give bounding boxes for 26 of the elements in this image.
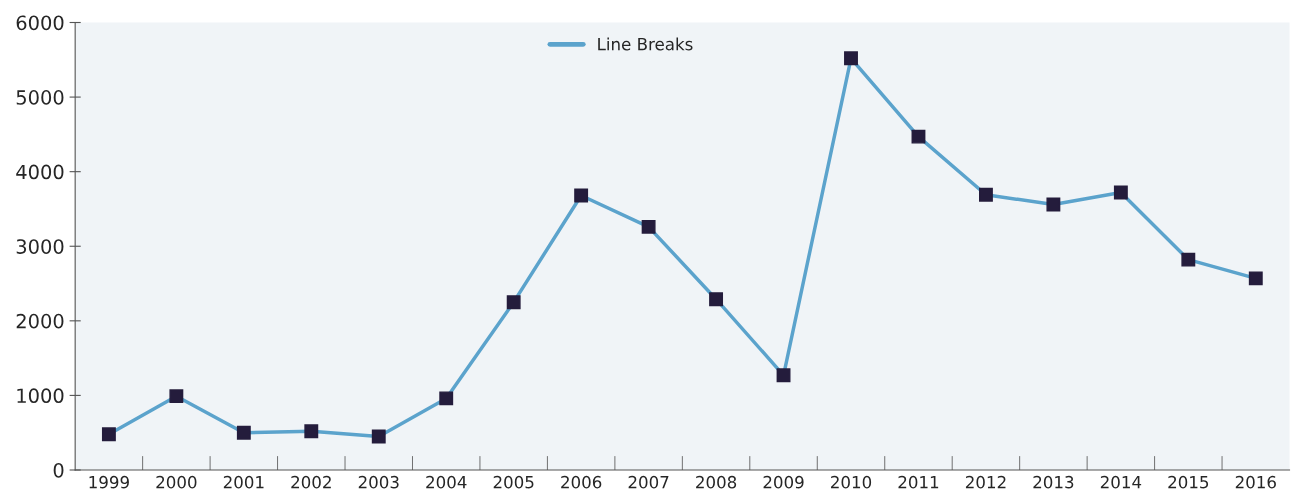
x-tick-label: 2006 xyxy=(561,475,602,489)
x-tick-label: 2008 xyxy=(696,475,737,489)
y-tick-label: 2000 xyxy=(16,313,64,329)
y-tick-label: 0 xyxy=(53,462,64,478)
x-tick-label: 2001 xyxy=(223,475,264,489)
y-tick-label: 5000 xyxy=(16,90,64,105)
x-tick-label: 2003 xyxy=(358,475,399,489)
x-tick-label: 2011 xyxy=(898,475,939,489)
x-tick-label: 2007 xyxy=(628,475,669,489)
y-tick-label: 4000 xyxy=(16,164,64,180)
x-tick-label: 2002 xyxy=(291,475,331,489)
x-tick-label: 2012 xyxy=(965,475,1006,489)
x-tick-label: 2000 xyxy=(156,475,197,489)
y-tick-label: 6000 xyxy=(16,15,64,31)
y-tick-label: 3000 xyxy=(16,239,64,254)
x-tick-label: 2009 xyxy=(763,475,804,489)
x-tick-label: 2005 xyxy=(493,475,534,489)
x-tick-label: 2013 xyxy=(1033,475,1074,489)
x-tick-label: 1999 xyxy=(89,475,129,489)
x-tick-label: 2014 xyxy=(1100,475,1142,489)
y-tick-label: 1000 xyxy=(17,388,64,404)
x-tick-label: 2015 xyxy=(1168,475,1209,489)
x-tick-label: 2004 xyxy=(426,475,467,489)
x-tick-label: 2010 xyxy=(831,475,872,489)
legend-label: Line Breaks xyxy=(598,37,693,51)
x-tick-label: 2016 xyxy=(1235,475,1276,489)
